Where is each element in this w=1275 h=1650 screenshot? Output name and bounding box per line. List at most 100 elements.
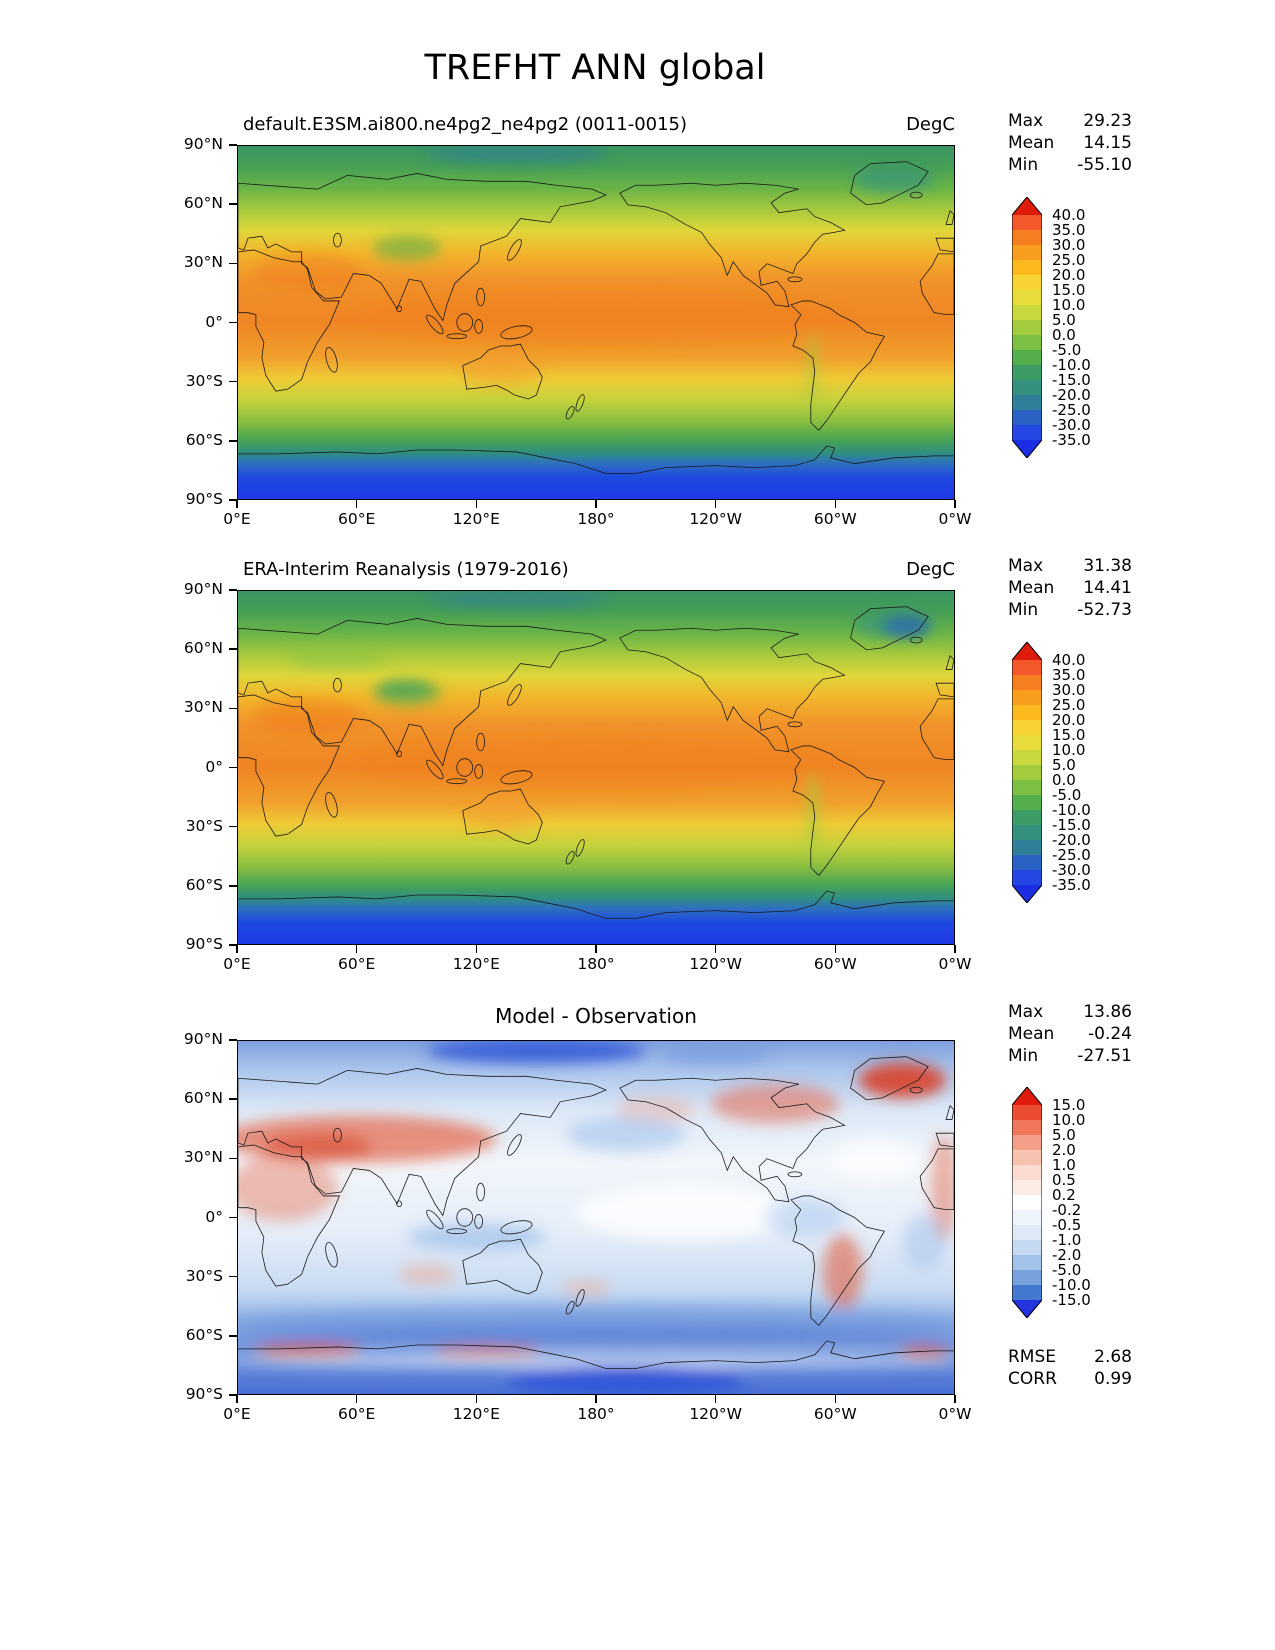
x-tick-label: 0°W	[938, 955, 972, 973]
colorbar-label: 10.0	[1052, 296, 1086, 314]
colorbar-label: -20.0	[1052, 386, 1091, 404]
x-tick-label: 0°W	[938, 510, 972, 528]
colorbar-label: -0.2	[1052, 1201, 1082, 1219]
x-tick-label: 120°W	[689, 955, 742, 973]
y-tick	[229, 1216, 237, 1219]
colorbar-label: 25.0	[1052, 251, 1086, 269]
y-tick-label: 60°N	[183, 639, 223, 658]
colorbar	[1011, 641, 1043, 907]
map-obs-svg	[238, 591, 954, 944]
x-tick-label: 120°E	[452, 510, 500, 528]
stat-row: CORR 0.99	[1008, 1368, 1132, 1390]
colorbar-label: 35.0	[1052, 666, 1086, 684]
y-tick-label: 60°N	[183, 1089, 223, 1108]
x-tick	[714, 500, 717, 508]
y-tick-label: 90°S	[185, 490, 223, 508]
stat-row: Max 29.23	[1008, 110, 1132, 132]
panel-obs-units: DegC	[906, 559, 955, 580]
x-tick	[834, 1395, 837, 1403]
stat-label: RMSE	[1008, 1347, 1057, 1367]
x-tick-label: 60°E	[338, 510, 376, 528]
colorbar-label: 10.0	[1052, 741, 1086, 759]
panel-model-title: default.E3SM.ai800.ne4pg2_ne4pg2 (0011-0…	[243, 114, 688, 135]
y-tick	[229, 1157, 237, 1160]
x-tick	[355, 945, 358, 953]
x-tick-label: 120°W	[689, 510, 742, 528]
y-tick	[229, 1098, 237, 1100]
colorbar-label: 0.5	[1052, 1171, 1076, 1189]
colorbar-label: 15.0	[1052, 1096, 1086, 1114]
x-tick-label: 60°E	[338, 955, 376, 973]
stat-row: RMSE 2.68	[1008, 1346, 1132, 1368]
colorbar-label: -10.0	[1052, 801, 1091, 819]
colorbar-label: -5.0	[1052, 1261, 1082, 1279]
y-tick	[229, 203, 237, 205]
y-tick	[229, 499, 237, 501]
panel-model-units: DegC	[906, 114, 955, 135]
stat-row: Mean 14.41	[1008, 577, 1132, 599]
map-diff-svg	[238, 1041, 954, 1394]
stat-label: Max	[1008, 1002, 1044, 1022]
stat-row: Min -55.10	[1008, 154, 1132, 176]
colorbar-label: 15.0	[1052, 726, 1086, 744]
colorbar-label: -10.0	[1052, 356, 1091, 374]
x-tick-label: 60°W	[813, 510, 857, 528]
colorbar-label: -35.0	[1052, 876, 1091, 894]
x-tick	[355, 1395, 358, 1403]
colorbar-label: 10.0	[1052, 1111, 1086, 1129]
x-tick-label: 120°E	[452, 955, 500, 973]
colorbar-label: 0.2	[1052, 1186, 1076, 1204]
y-tick-label: 30°S	[185, 371, 223, 390]
x-tick	[355, 500, 358, 508]
x-tick	[714, 945, 717, 953]
colorbar	[1011, 1086, 1043, 1322]
colorbar-label: 5.0	[1052, 311, 1076, 329]
y-tick	[229, 589, 237, 591]
colorbar-label: -15.0	[1052, 1291, 1091, 1309]
x-tick-label: 0°E	[223, 1405, 251, 1423]
colorbar-label: -0.5	[1052, 1216, 1082, 1234]
colorbar-label: 30.0	[1052, 681, 1086, 699]
stat-value: -27.51	[1077, 1046, 1132, 1066]
y-tick	[229, 885, 237, 887]
y-tick	[229, 321, 237, 324]
stat-row: Mean 14.15	[1008, 132, 1132, 154]
x-tick	[595, 1395, 597, 1403]
stat-label: Mean	[1008, 133, 1055, 153]
stat-value: 31.38	[1083, 556, 1132, 576]
stats-diff-extra: RMSE 2.68 CORR 0.99	[1008, 1346, 1132, 1390]
y-tick-label: 90°N	[183, 1030, 223, 1048]
panel-diff-title: Model - Observation	[495, 1004, 697, 1028]
colorbar-label: 30.0	[1052, 236, 1086, 254]
stat-row: Min -52.73	[1008, 599, 1132, 621]
y-tick	[229, 262, 237, 265]
y-tick	[229, 1394, 237, 1396]
x-tick	[954, 945, 956, 953]
stat-value: 2.68	[1094, 1347, 1132, 1367]
colorbar-label: 15.0	[1052, 281, 1086, 299]
x-tick-label: 60°E	[338, 1405, 376, 1423]
y-tick	[229, 1039, 237, 1041]
x-tick-label: 180°	[577, 955, 615, 973]
stat-value: -52.73	[1077, 600, 1132, 620]
y-tick-label: 60°N	[183, 194, 223, 213]
stat-label: Min	[1008, 155, 1039, 175]
colorbar-label: -5.0	[1052, 786, 1082, 804]
x-tick	[595, 945, 597, 953]
x-tick	[954, 1395, 956, 1403]
colorbar-label: 20.0	[1052, 266, 1086, 284]
stat-value: 29.23	[1083, 111, 1132, 131]
colorbar-label: -20.0	[1052, 831, 1091, 849]
y-tick	[229, 944, 237, 946]
x-tick	[954, 500, 956, 508]
x-tick	[475, 1395, 478, 1403]
colorbar-label: 0.0	[1052, 326, 1076, 344]
map-diff	[237, 1040, 955, 1395]
y-tick	[229, 440, 237, 442]
x-tick-label: 0°W	[938, 1405, 972, 1423]
colorbar-label: 40.0	[1052, 651, 1086, 669]
y-tick-label: 30°S	[185, 816, 223, 835]
x-tick-label: 180°	[577, 510, 615, 528]
stats-diff: Max 13.86 Mean -0.24 Min -27.51	[1008, 1001, 1132, 1067]
colorbar-label: 2.0	[1052, 1141, 1076, 1159]
